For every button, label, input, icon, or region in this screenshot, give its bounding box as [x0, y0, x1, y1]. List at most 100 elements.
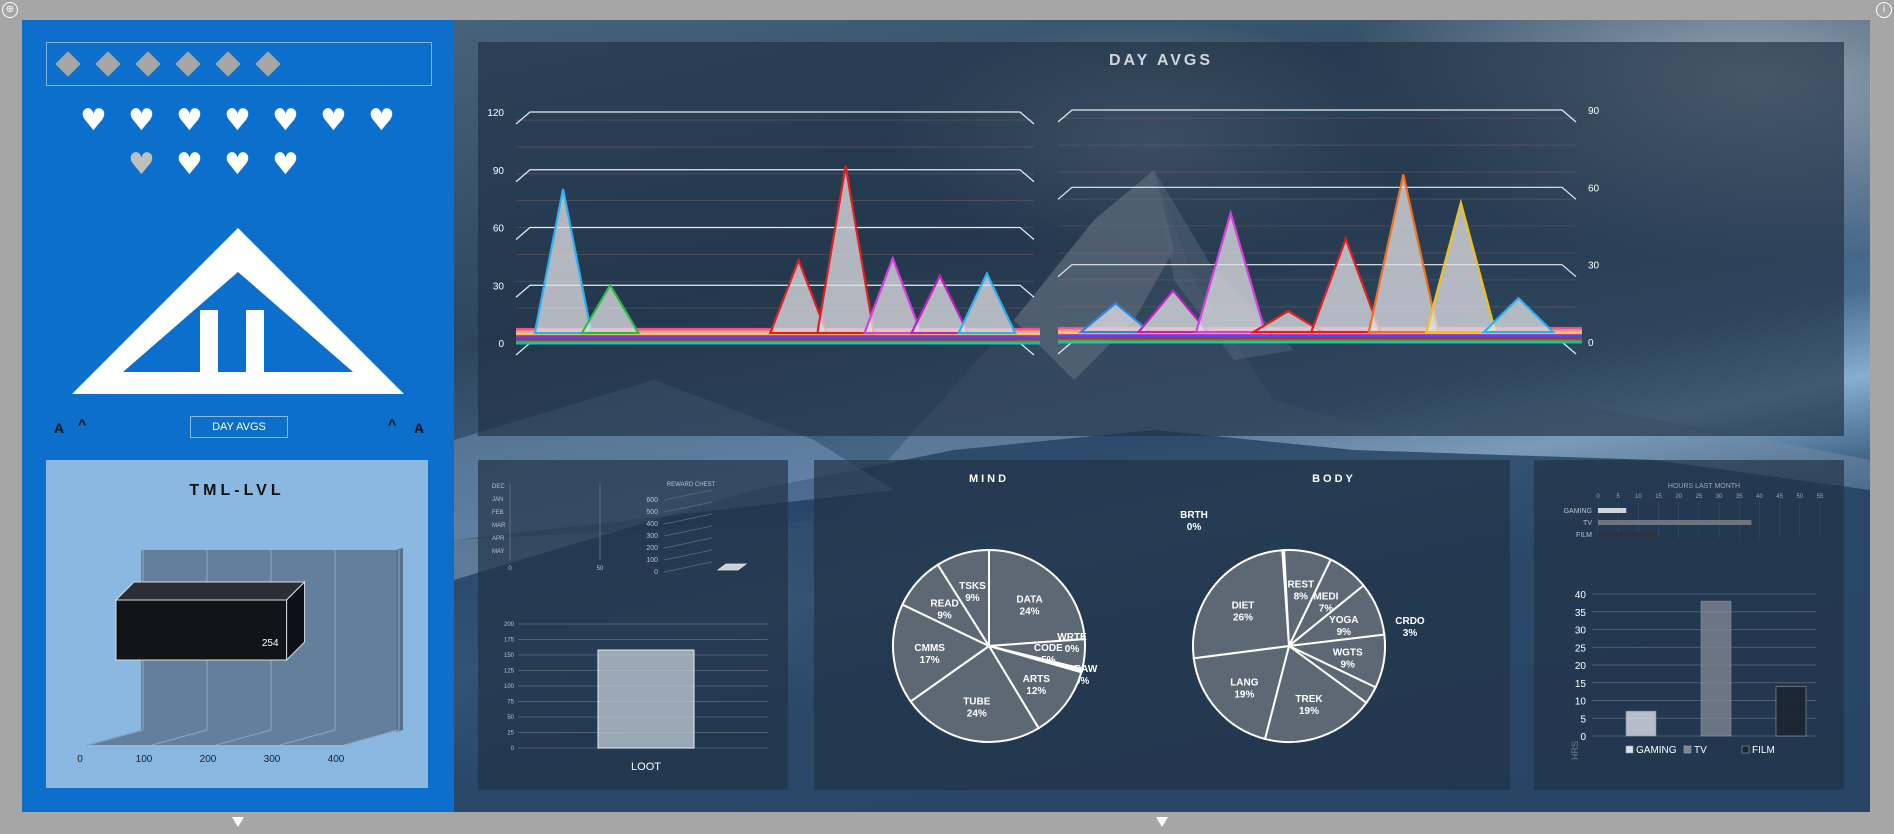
hours-y-tick: 20 — [1575, 661, 1587, 672]
day-peak — [816, 165, 876, 335]
heart-icon: ♥ — [128, 103, 155, 138]
day-y-tick: 0 — [1588, 338, 1594, 349]
hours-y-tick: 0 — [1580, 732, 1586, 743]
reward-tick: 400 — [646, 521, 658, 528]
dashboard-main: DAY AVGS 0 30 60 90 120 0 30 60 90 DEC JAN FEB MAR… — [454, 20, 1870, 812]
hours-top-category: FILM — [1576, 532, 1592, 539]
hours-top-category: GAMING — [1564, 508, 1592, 515]
day-avgs-button[interactable]: DAY AVGS — [190, 416, 288, 438]
pie-slice — [988, 548, 1086, 648]
loot-y-tick: 50 — [507, 715, 514, 721]
day-y-tick: 60 — [493, 224, 505, 235]
pie-label: LANG — [1230, 677, 1259, 688]
day-peak — [579, 283, 641, 335]
loot-month-label: MAY — [492, 549, 505, 555]
reward-tick: 300 — [646, 533, 658, 540]
hours-chart: HOURS LAST MONTH 0 5 10 15 20 25 30 35 40 45 50 55G… — [1564, 483, 1824, 760]
day-peak — [1136, 288, 1210, 334]
heart-icon: ♥ — [80, 103, 107, 138]
globe-icon[interactable]: ⊕ — [2, 2, 18, 18]
day-y-tick: 60 — [1588, 183, 1600, 194]
hours-legend-swatch — [1683, 745, 1692, 754]
loot-y-tick: 125 — [504, 669, 515, 675]
right-caret[interactable]: ^ — [388, 416, 397, 432]
hours-y-tick: 15 — [1575, 679, 1587, 690]
hours-legend-swatch — [1625, 745, 1634, 754]
pie-slice — [1263, 644, 1368, 743]
info-icon[interactable]: i — [1876, 2, 1892, 18]
pie-pct: 9% — [1340, 660, 1355, 671]
loot-category-label: LOOT — [631, 761, 661, 773]
loot-month-label: FEB — [492, 510, 504, 516]
right-a-label[interactable]: A — [414, 420, 425, 436]
reward-chest-bar — [716, 563, 748, 571]
hours-y-label: HRS — [1570, 741, 1580, 760]
pie-label: YOGA — [1329, 615, 1358, 626]
diamond-icon — [55, 51, 81, 77]
hours-legend-label: TV — [1694, 745, 1707, 756]
tml-x-tick: 0 — [77, 754, 83, 765]
heart-icon: ♥ — [176, 103, 203, 138]
tml-x-tick: 400 — [328, 754, 345, 765]
pie-label: DIET — [1232, 600, 1255, 611]
day-peak — [1424, 198, 1497, 334]
scroll-down-left-icon[interactable] — [232, 817, 244, 827]
pie-pct: 7% — [1319, 603, 1334, 614]
diamond-icon — [215, 51, 241, 77]
pie-label: TREK — [1295, 694, 1323, 705]
pie-label: WGTS — [1333, 648, 1363, 659]
pie-pct: 17% — [920, 655, 940, 666]
pie-card: MIND BODY DATA24%CODE5%WRTE0%DRAW0%ARTS1… — [814, 460, 1510, 790]
hours-top-tick: 20 — [1675, 494, 1682, 500]
day-y-tick: 90 — [493, 166, 505, 177]
left-caret[interactable]: ^ — [78, 416, 87, 432]
tml-x-tick: 200 — [200, 754, 217, 765]
pie-label: TUBE — [963, 696, 991, 707]
reward-chest-title: REWARD CHEST — [667, 482, 716, 488]
hours-legend-label: GAMING — [1636, 745, 1677, 756]
pie-label: DRAW — [1067, 664, 1098, 675]
loot-y-tick: 200 — [504, 622, 515, 628]
hours-top-tick: 15 — [1655, 494, 1662, 500]
loot-y-tick: 100 — [504, 684, 515, 690]
diamond-icon — [135, 51, 161, 77]
reward-tick: 200 — [646, 545, 658, 552]
pie-pct: 9% — [937, 610, 952, 621]
hours-top-tick: 40 — [1756, 494, 1763, 500]
pie-slice — [909, 644, 1041, 743]
pie-slice — [936, 548, 990, 650]
pie-pct: 0% — [1187, 522, 1202, 533]
pie-pct: 0% — [1075, 676, 1090, 687]
loot-month-label: MAR — [492, 523, 506, 529]
pie-label: WRTE — [1057, 632, 1087, 643]
tml-floor — [86, 730, 396, 745]
tml-title: TML-LVL — [189, 482, 285, 499]
hours-y-tick: 25 — [1575, 643, 1587, 654]
pie-pct: 3% — [1403, 628, 1418, 639]
heart-icon: ♥ — [272, 147, 299, 182]
loot-month-label: JAN — [492, 497, 503, 503]
hours-bar — [1700, 600, 1732, 737]
left-a-label[interactable]: A — [54, 420, 65, 436]
pie-slice — [892, 603, 991, 703]
hours-top-tick: 25 — [1696, 494, 1703, 500]
hours-card: HOURS LAST MONTH 0 5 10 15 20 25 30 35 40 45 50 55 G… — [1534, 460, 1844, 790]
hours-top-bar — [1598, 532, 1655, 537]
pie-label: CMMS — [914, 643, 945, 654]
pie-label: ARTS — [1023, 674, 1051, 685]
scroll-down-right-icon[interactable] — [1156, 817, 1168, 827]
hours-top-tick: 10 — [1635, 494, 1642, 500]
diamond-icon — [95, 51, 121, 77]
loot-y-tick: 75 — [507, 700, 514, 706]
pie-slice — [1192, 549, 1291, 660]
day-peak — [1481, 296, 1556, 334]
hours-y-tick: 30 — [1575, 626, 1587, 637]
day-peak — [956, 271, 1017, 335]
pie-label: READ — [930, 598, 958, 609]
diamond-icon — [255, 51, 281, 77]
hours-top-tick: 50 — [1796, 494, 1803, 500]
pie-pct: 24% — [1020, 606, 1040, 617]
day-y-tick: 30 — [493, 281, 505, 292]
tml-x-tick: 300 — [264, 754, 281, 765]
heart-icon: ♥ — [272, 103, 299, 138]
